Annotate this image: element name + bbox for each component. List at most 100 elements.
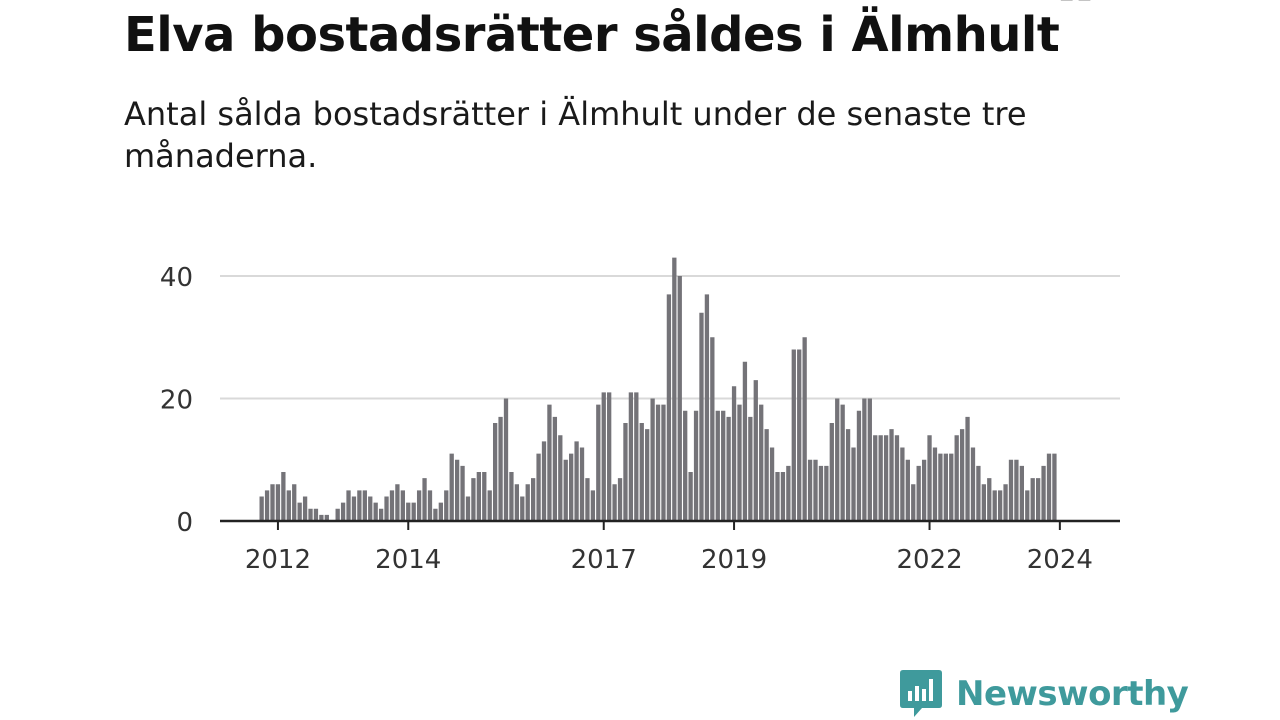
bar xyxy=(911,484,916,521)
bar xyxy=(416,490,422,522)
bar xyxy=(943,453,948,522)
bar xyxy=(357,490,362,522)
bar xyxy=(427,490,433,522)
bar xyxy=(449,453,454,522)
bar xyxy=(264,490,270,522)
x-tick-label: 2022 xyxy=(896,545,962,575)
bar xyxy=(824,465,829,522)
bar xyxy=(699,312,704,521)
bar xyxy=(959,429,965,522)
bar xyxy=(851,447,856,521)
bar xyxy=(688,472,693,521)
newsworthy-chat-bars-icon xyxy=(900,670,942,717)
bar xyxy=(460,465,465,522)
bar xyxy=(878,435,883,521)
bar xyxy=(476,472,481,521)
bar xyxy=(748,416,753,522)
bar xyxy=(992,490,997,522)
bar xyxy=(400,490,405,522)
bar xyxy=(650,398,655,521)
bar xyxy=(509,472,514,521)
bar xyxy=(954,435,959,521)
bar xyxy=(704,294,710,522)
bar xyxy=(389,490,395,522)
bar xyxy=(536,453,541,522)
bar xyxy=(1003,484,1008,521)
bar xyxy=(970,447,976,521)
bar xyxy=(645,429,650,522)
x-tick-label: 2017 xyxy=(571,545,637,575)
bar xyxy=(335,508,340,521)
bar xyxy=(759,404,764,522)
bar xyxy=(715,410,720,521)
bar xyxy=(666,294,672,522)
bar xyxy=(340,502,346,522)
bar xyxy=(492,423,498,521)
bar xyxy=(498,416,503,522)
bar xyxy=(319,514,324,522)
labels: 0 20 40 2012 2014 2017 2019 2022 2024 11 xyxy=(160,0,1093,575)
y-tick-label: 20 xyxy=(160,386,193,416)
bar xyxy=(1008,459,1014,521)
chart-title: Elva bostadsrätter såldes i Älmhult xyxy=(124,7,1060,63)
bar xyxy=(835,398,840,521)
bar xyxy=(503,398,509,521)
bar xyxy=(753,380,758,522)
bar xyxy=(531,478,536,522)
bar xyxy=(731,386,737,521)
bar xyxy=(634,392,639,522)
bar xyxy=(987,478,992,522)
bar xyxy=(1046,453,1052,522)
bar xyxy=(894,435,900,521)
bar xyxy=(628,392,634,522)
bar xyxy=(764,429,769,522)
bar xyxy=(297,502,302,522)
bar xyxy=(313,508,319,521)
bar xyxy=(1025,490,1030,522)
bar xyxy=(818,465,824,522)
bar xyxy=(976,465,981,522)
bar xyxy=(281,472,286,521)
x-axis xyxy=(220,519,1120,530)
bar xyxy=(769,447,775,521)
bar xyxy=(938,453,943,522)
bar xyxy=(710,337,715,521)
highlight-value-label: 11 xyxy=(1057,0,1093,7)
bar xyxy=(813,459,818,521)
bar xyxy=(932,447,938,521)
bar xyxy=(791,349,796,521)
x-tick-label: 2012 xyxy=(245,545,311,575)
bar xyxy=(965,416,970,522)
bar xyxy=(563,459,568,521)
bar xyxy=(829,423,834,521)
bar xyxy=(525,484,530,521)
bar xyxy=(433,508,438,521)
bar xyxy=(921,459,927,521)
bar xyxy=(422,478,427,522)
bar xyxy=(683,410,688,521)
bar xyxy=(889,429,894,522)
bar xyxy=(867,398,872,521)
bar xyxy=(569,453,574,522)
bar xyxy=(384,496,389,521)
bar xyxy=(574,441,579,522)
bar xyxy=(308,508,313,521)
bar xyxy=(883,435,889,521)
bar xyxy=(482,472,487,521)
x-tick-label: 2024 xyxy=(1027,545,1093,575)
bar xyxy=(997,490,1003,522)
bar xyxy=(438,502,443,522)
bar xyxy=(406,502,411,522)
bar xyxy=(558,435,563,521)
bar xyxy=(590,490,596,522)
bar xyxy=(547,404,552,522)
bar xyxy=(677,276,682,521)
bar xyxy=(324,514,329,522)
bar xyxy=(514,484,520,521)
bar xyxy=(259,496,264,521)
bar xyxy=(905,459,910,521)
bar xyxy=(579,447,585,521)
bar xyxy=(612,484,617,521)
bar xyxy=(378,508,384,521)
